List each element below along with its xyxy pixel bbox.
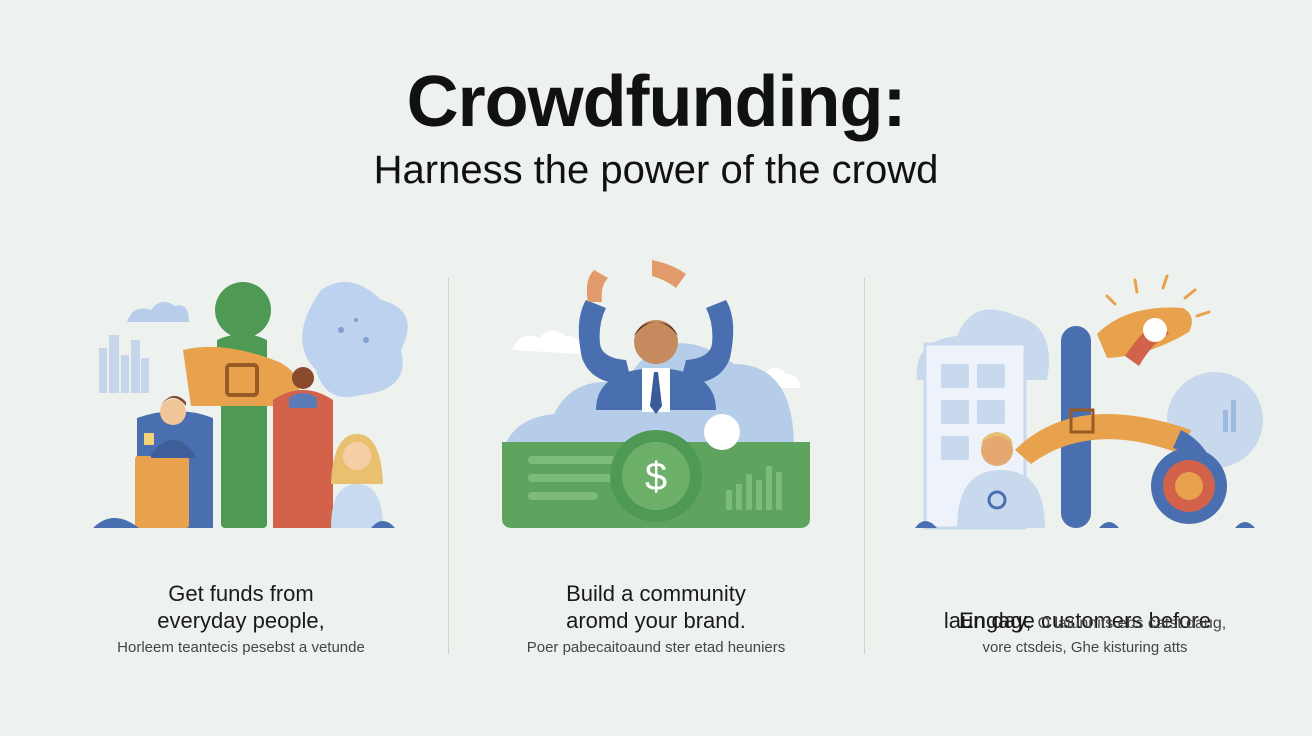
panel-caption: vore ctsdeis, Ghe kisturing atts [982, 639, 1188, 656]
panel-caption: Poer pabecaitoaund ster etad heuniers [526, 639, 786, 656]
divider-right [864, 278, 865, 654]
engagement-illustration [915, 274, 1263, 530]
divider-left [448, 278, 449, 654]
panel-engage: Engage customers before laun day, O laiu… [885, 260, 1285, 700]
panel-headline: Engage customers before [885, 580, 1285, 661]
panel-headline-aside: O laiunnits ebs catst daug, [1037, 615, 1227, 632]
panel-funds: Get funds from everyday people, Horleem … [41, 260, 441, 700]
dollar-icon: $ [645, 455, 667, 499]
panel-headline-line1: Engage customers before [959, 608, 1211, 633]
panel-headline-line2: laun day, O laiunnits ebs catst daug, [885, 607, 1285, 637]
community-illustration: $ [502, 260, 810, 528]
panel-community: $ Build a community aromd your brand. Po… [456, 260, 856, 700]
panel-caption: Horleem teantecis pesebst a vetunde [117, 639, 365, 656]
panel-headline-main: laun day, [943, 608, 1032, 633]
page-subtitle: Harness the power of the crowd [373, 148, 939, 192]
panel-headline: Build a community aromd your brand. [566, 581, 746, 633]
panel-headline: Get funds from everyday people, [157, 581, 325, 633]
crowd-illustration [93, 282, 408, 528]
page-title: Crowdfunding: [406, 62, 907, 142]
